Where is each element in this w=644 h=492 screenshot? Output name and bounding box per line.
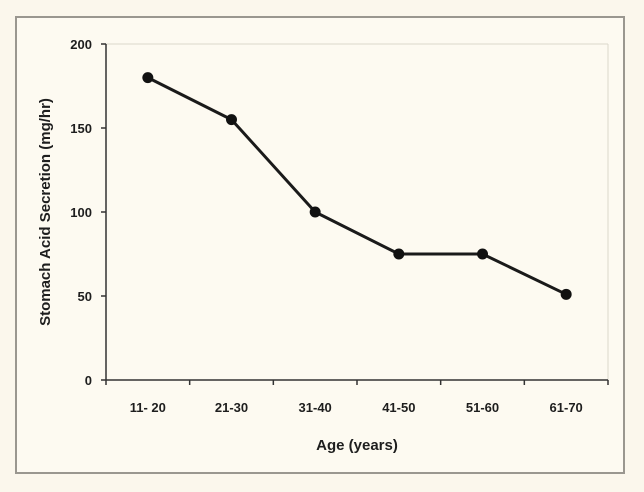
x-tick-label: 21-30 [215, 400, 248, 415]
data-point [142, 72, 154, 84]
y-axis-title: Stomach Acid Secretion (mg/hr) [37, 98, 54, 326]
y-tick-label: 100 [70, 205, 92, 220]
y-axis-ticks: 0 50 100 150 200 [70, 37, 106, 388]
y-tick-label: 50 [78, 289, 92, 304]
x-tick-label: 11- 20 [130, 400, 166, 415]
x-axis-title: Age (years) [316, 437, 398, 454]
x-tick-label: 41-50 [382, 400, 415, 415]
chart-frame [15, 16, 625, 474]
data-point [477, 248, 488, 260]
data-point [393, 248, 405, 260]
x-tick-label: 31-40 [299, 400, 332, 415]
y-tick-label: 150 [70, 121, 92, 136]
x-tick-label: 61-70 [550, 400, 583, 415]
series-layer [142, 72, 572, 300]
data-point [309, 206, 321, 218]
y-tick-label: 200 [70, 37, 92, 52]
y-tick-label: 0 [85, 373, 92, 388]
data-point [226, 114, 237, 126]
x-axis-ticks: 11- 20 21-30 31-40 41-50 51-60 61-70 [105, 380, 609, 415]
x-tick-label: 51-60 [466, 400, 499, 415]
series-line [147, 76, 567, 296]
data-point [560, 288, 572, 300]
